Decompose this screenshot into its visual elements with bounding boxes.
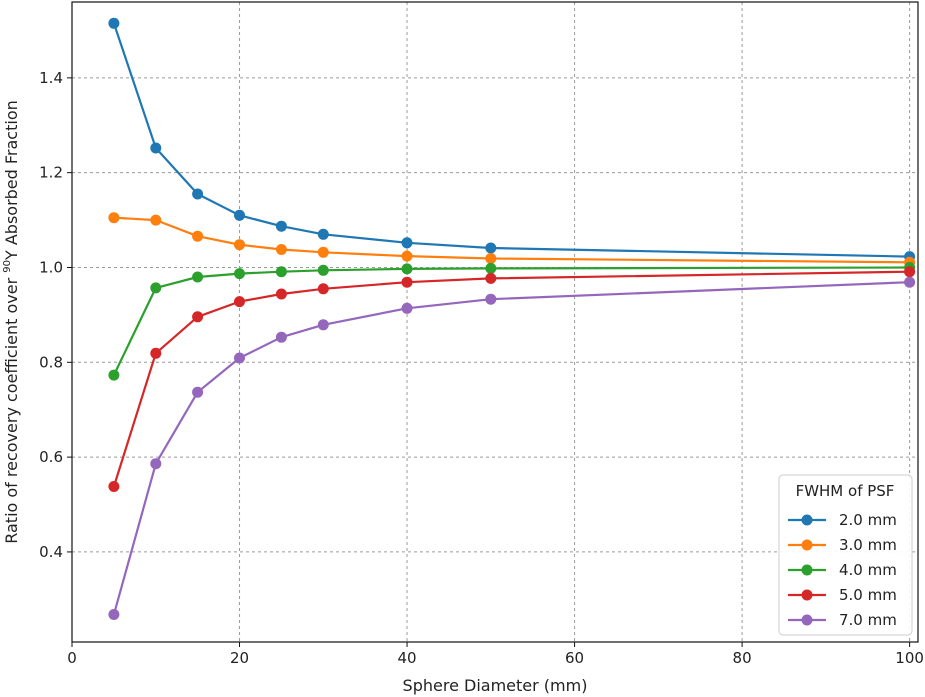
legend-marker xyxy=(801,539,813,551)
data-point xyxy=(317,283,329,295)
legend-entry: 2.0 mm xyxy=(788,511,897,529)
y-tick-label: 0.6 xyxy=(39,448,63,466)
data-point xyxy=(275,244,287,255)
data-point xyxy=(150,458,162,470)
legend-label: 7.0 mm xyxy=(839,611,897,629)
legend-marker xyxy=(801,564,813,576)
data-point xyxy=(401,263,413,275)
legend-entries: 2.0 mm 3.0 mm 4.0 mm 5.0 mm 7.0 mm xyxy=(788,511,897,629)
data-point xyxy=(234,352,245,364)
y-axis-label-before: Ratio of recovery coefficient over xyxy=(2,273,21,544)
data-point xyxy=(234,239,245,251)
data-point xyxy=(192,386,204,398)
y-tick-label: 0.8 xyxy=(39,353,63,371)
x-axis-label: Sphere Diameter (mm) xyxy=(403,676,588,695)
data-point xyxy=(275,220,287,232)
data-point xyxy=(108,369,120,381)
legend-entry: 5.0 mm xyxy=(788,586,897,604)
series-2 xyxy=(108,212,916,268)
series-line xyxy=(112,270,910,487)
data-point xyxy=(485,272,497,284)
data-point xyxy=(485,293,497,305)
x-tick-label: 40 xyxy=(398,649,417,667)
data-point xyxy=(485,262,497,274)
legend-label: 3.0 mm xyxy=(839,536,897,554)
data-point xyxy=(150,347,162,359)
data-point xyxy=(401,276,413,288)
series-3 xyxy=(108,262,916,381)
data-point xyxy=(108,481,120,492)
data-point xyxy=(904,276,916,288)
data-point xyxy=(485,253,497,264)
x-tick-label: 60 xyxy=(565,649,584,667)
data-point xyxy=(150,282,162,294)
data-point xyxy=(234,296,245,308)
axis-ticks: 0 20 40 60 80 100 0.4 0.6 0.8 1.0 1.2 1.4 xyxy=(39,69,924,667)
series-line xyxy=(113,216,910,264)
legend-label: 2.0 mm xyxy=(839,511,897,529)
data-point xyxy=(234,268,245,280)
legend-marker xyxy=(801,589,813,601)
data-point xyxy=(275,331,287,343)
data-point xyxy=(192,188,204,200)
data-point xyxy=(401,250,413,262)
legend-label: 4.0 mm xyxy=(839,561,897,579)
data-point xyxy=(150,142,162,154)
y-tick-label: 1.0 xyxy=(39,258,63,276)
y-axis-label: Ratio of recovery coefficient over 90Y A… xyxy=(2,100,21,544)
data-point xyxy=(108,17,120,29)
data-point xyxy=(275,288,287,300)
y-axis-label-superscript: 90 xyxy=(2,260,13,273)
data-point xyxy=(192,311,204,323)
data-point xyxy=(234,209,245,221)
legend: FWHM of PSF 2.0 mm 3.0 mm 4.0 mm 5.0 mm 7.0 … xyxy=(778,474,913,636)
data-point xyxy=(108,212,120,224)
series-lines xyxy=(108,17,916,620)
y-tick-label: 1.2 xyxy=(39,164,63,182)
legend-entry: 3.0 mm xyxy=(788,536,897,554)
data-point xyxy=(192,271,204,283)
x-tick-label: 20 xyxy=(230,649,249,667)
data-point xyxy=(317,264,329,276)
data-point xyxy=(317,228,329,240)
axes-frame xyxy=(71,1,919,643)
data-point xyxy=(150,214,162,226)
data-point xyxy=(401,237,413,249)
data-point xyxy=(192,230,204,242)
x-tick-label: 0 xyxy=(67,649,77,667)
legend-marker xyxy=(801,514,813,526)
legend-entry: 4.0 mm xyxy=(788,561,897,579)
y-axis-label-after: Y Absorbed Fraction xyxy=(2,100,21,261)
series-line xyxy=(112,266,910,376)
data-point xyxy=(401,302,413,314)
series-line xyxy=(112,22,910,258)
y-tick-label: 1.4 xyxy=(39,69,63,87)
legend-entry: 7.0 mm xyxy=(788,611,897,629)
legend-label: 5.0 mm xyxy=(839,586,897,604)
y-tick-label: 0.4 xyxy=(39,543,63,561)
x-tick-label: 80 xyxy=(733,649,752,667)
data-point xyxy=(317,319,329,331)
data-point xyxy=(317,246,329,258)
series-5 xyxy=(108,276,916,620)
data-point xyxy=(275,266,287,278)
series-4 xyxy=(108,266,916,492)
x-tick-label: 100 xyxy=(895,649,924,667)
legend-title: FWHM of PSF xyxy=(796,482,895,500)
legend-marker xyxy=(801,614,813,626)
series-1 xyxy=(108,17,916,263)
data-point xyxy=(485,242,497,254)
data-point xyxy=(108,609,120,620)
data-point xyxy=(904,266,916,278)
